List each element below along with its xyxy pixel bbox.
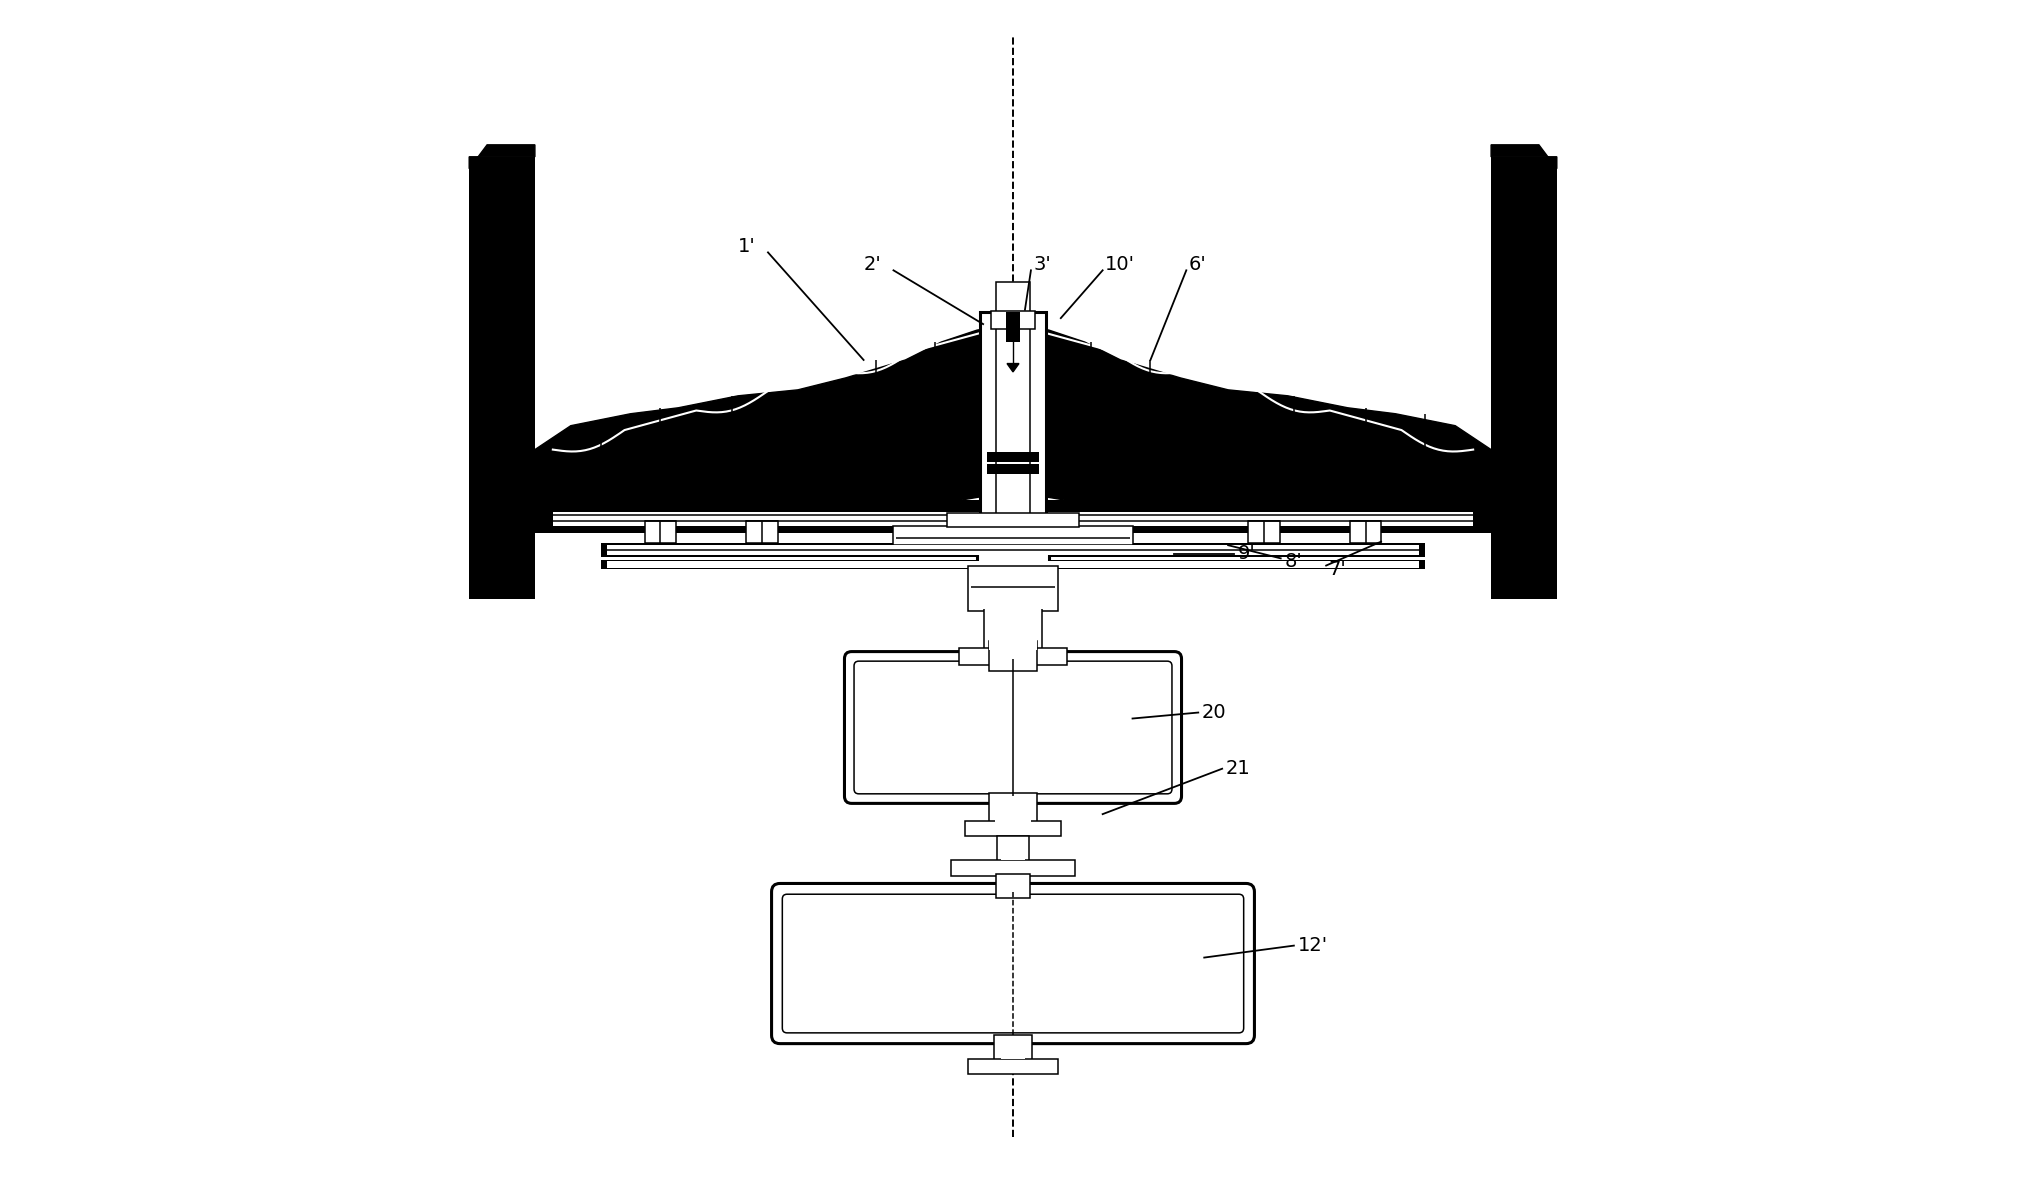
Polygon shape [535, 325, 1491, 509]
Text: 12': 12' [1297, 936, 1327, 955]
FancyBboxPatch shape [855, 661, 1171, 794]
Bar [989, 793, 1037, 827]
Bar [995, 643, 1031, 668]
Bar [644, 521, 677, 543]
Polygon shape [535, 449, 571, 508]
Text: 1': 1' [737, 237, 756, 256]
Bar [968, 565, 1058, 611]
Bar [1349, 521, 1382, 543]
Text: 2': 2' [863, 255, 881, 274]
Bar [991, 311, 1035, 329]
Bar [968, 1059, 1058, 1073]
Bar [997, 836, 1029, 861]
Bar [958, 648, 1068, 665]
Bar [985, 605, 1041, 653]
Polygon shape [1007, 363, 1019, 371]
Bar [995, 1035, 1031, 1061]
Bar [970, 568, 1056, 609]
Text: 10': 10' [1104, 255, 1135, 274]
Bar [968, 1059, 1058, 1073]
Text: 9': 9' [1238, 544, 1256, 563]
FancyBboxPatch shape [772, 883, 1254, 1043]
Bar [1001, 1037, 1025, 1059]
Bar [991, 311, 1035, 329]
Bar [746, 521, 778, 543]
Bar [987, 452, 1039, 461]
Bar [995, 795, 1031, 824]
Bar [644, 521, 677, 543]
FancyBboxPatch shape [782, 894, 1244, 1033]
Bar [600, 559, 1426, 569]
Text: 6': 6' [1189, 255, 1205, 274]
Text: 8': 8' [1284, 552, 1303, 571]
Bar [1248, 521, 1280, 543]
Bar [1349, 521, 1382, 543]
Text: 3': 3' [1033, 255, 1051, 274]
Bar [989, 793, 1037, 827]
Polygon shape [535, 449, 642, 509]
Polygon shape [470, 145, 535, 169]
Bar [989, 641, 1037, 671]
Polygon shape [1491, 145, 1556, 169]
Polygon shape [535, 449, 590, 509]
Bar [948, 513, 1078, 527]
Text: 20: 20 [1201, 703, 1226, 722]
Bar [470, 157, 535, 599]
Bar [1001, 839, 1025, 859]
Bar [535, 508, 1491, 530]
Bar [997, 283, 1029, 521]
Bar [606, 561, 1420, 568]
Bar [958, 648, 1068, 665]
Bar [470, 500, 1556, 533]
Bar [948, 513, 1078, 527]
Bar [950, 859, 1076, 876]
Bar [600, 543, 1426, 557]
Text: 21: 21 [1226, 760, 1250, 779]
Bar [989, 607, 1037, 651]
Bar [895, 528, 1131, 543]
Bar [997, 873, 1029, 897]
Bar [606, 545, 1420, 555]
Bar [979, 313, 1047, 521]
Polygon shape [1384, 449, 1491, 509]
Bar [987, 464, 1039, 473]
Bar [893, 526, 1133, 545]
Bar [977, 521, 1049, 599]
Bar [1248, 521, 1280, 543]
Text: 7': 7' [1329, 559, 1347, 579]
Bar [1491, 157, 1556, 599]
Polygon shape [1436, 449, 1491, 509]
Bar [1005, 313, 1021, 341]
Bar [746, 521, 778, 543]
Bar [535, 508, 1491, 530]
Bar [997, 1035, 1029, 1061]
Polygon shape [1455, 449, 1491, 508]
Bar [985, 605, 1041, 653]
Bar [964, 822, 1062, 836]
FancyBboxPatch shape [845, 652, 1181, 804]
Bar [553, 512, 1473, 526]
Bar [964, 822, 1062, 836]
Bar [950, 859, 1076, 876]
Bar [997, 873, 1029, 897]
Bar [989, 641, 1037, 671]
Bar [893, 526, 1133, 545]
Bar [997, 836, 1029, 861]
Bar [968, 565, 1058, 611]
